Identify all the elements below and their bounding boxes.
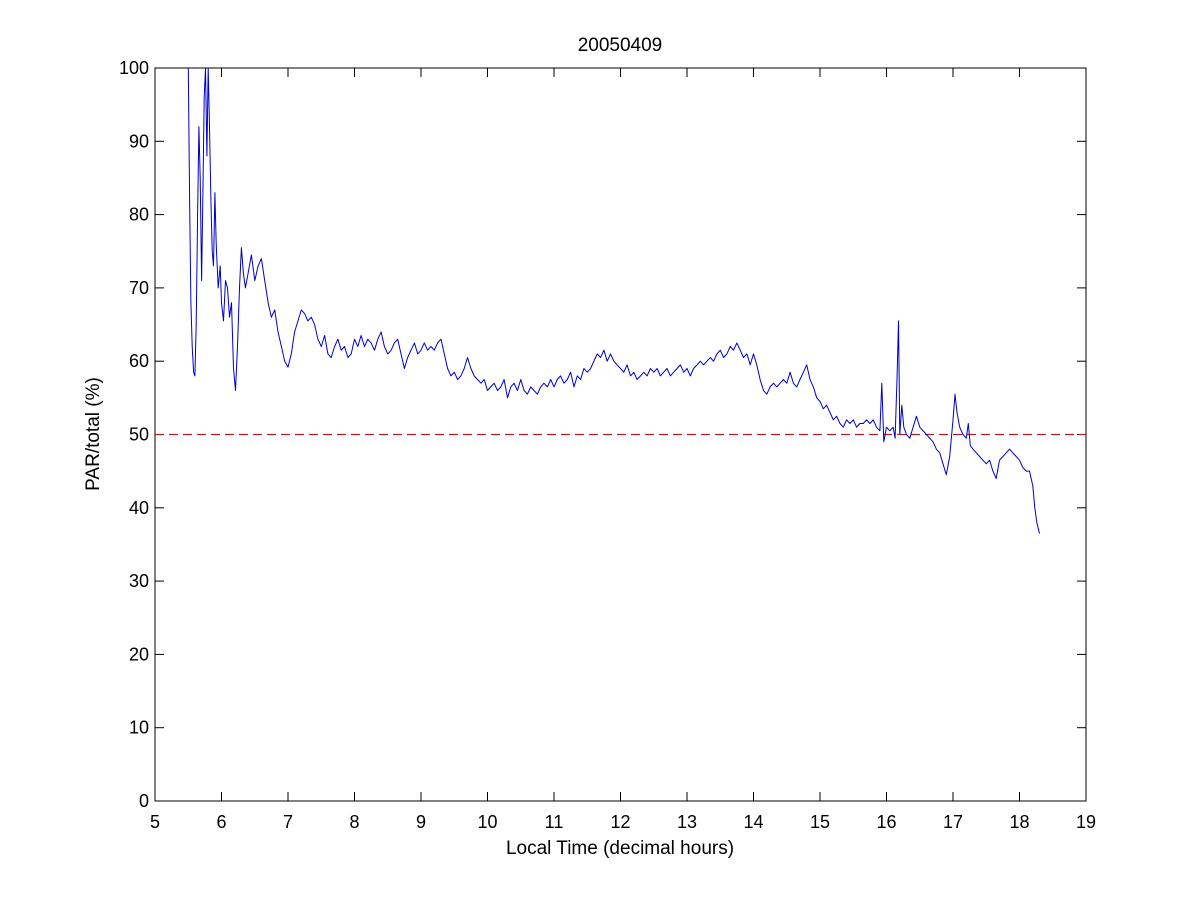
x-tick-label: 5: [150, 812, 160, 832]
y-tick-label: 60: [129, 351, 149, 371]
x-tick-label: 18: [1009, 812, 1029, 832]
y-tick-label: 80: [129, 205, 149, 225]
axis-ticks: [154, 67, 1087, 802]
x-tick-label: 7: [283, 812, 293, 832]
x-tick-label: 8: [349, 812, 359, 832]
x-tick-label: 19: [1076, 812, 1096, 832]
x-tick-label: 11: [545, 812, 564, 832]
y-tick-label: 10: [129, 718, 149, 738]
x-tick-label: 10: [477, 812, 497, 832]
x-tick-label: 15: [810, 812, 830, 832]
x-tick-labels: 5 6 7 8 9 10 11 12 13 14 15 16 17 18 19: [150, 812, 1096, 832]
y-tick-label: 100: [119, 58, 149, 78]
y-axis-label: PAR/total (%): [83, 377, 104, 491]
y-tick-label: 90: [129, 131, 149, 151]
y-tick-label: 40: [129, 498, 149, 518]
series-line: [187, 67, 1040, 534]
y-tick-label: 50: [129, 425, 149, 445]
x-tick-label: 17: [943, 812, 963, 832]
x-tick-label: 14: [743, 812, 763, 832]
x-tick-label: 13: [677, 812, 697, 832]
y-tick-label: 70: [129, 278, 149, 298]
x-tick-label: 9: [416, 812, 426, 832]
x-axis-label: Local Time (decimal hours): [506, 838, 734, 859]
x-tick-label: 12: [610, 812, 630, 832]
x-tick-label: 16: [876, 812, 896, 832]
x-tick-label: 6: [216, 812, 226, 832]
y-tick-labels: 0 10 20 30 40 50 60 70 80 90 100: [119, 58, 149, 811]
chart-title: 20050409: [578, 35, 663, 56]
y-tick-label: 0: [139, 791, 149, 811]
y-tick-label: 20: [129, 644, 149, 664]
series-layer: [187, 67, 1040, 534]
y-tick-label: 30: [129, 571, 149, 591]
